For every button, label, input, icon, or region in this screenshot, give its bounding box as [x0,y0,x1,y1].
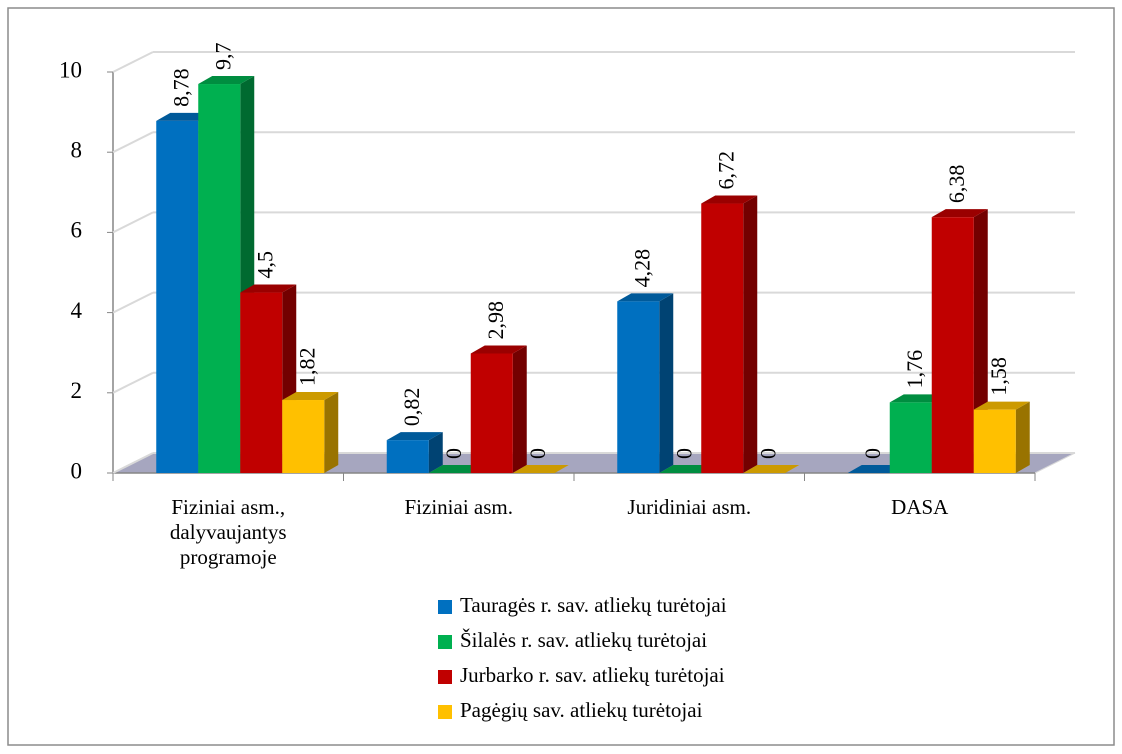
bar-side [324,392,339,473]
bar [973,409,1016,473]
value-label: 0 [441,448,466,459]
value-label: 0 [671,448,696,459]
bar [889,402,932,473]
bar [931,217,974,473]
y-tick-label: 0 [71,458,83,483]
bar [282,400,325,473]
legend-label: Tauragės r. sav. atliekų turėtojai [460,593,727,617]
bar-side [512,345,527,473]
y-tick-label: 10 [59,57,82,82]
bar-side [743,195,758,473]
bar [240,292,283,473]
grid-line [112,371,154,394]
bar-top [931,209,988,218]
y-tick-label: 4 [71,298,83,323]
value-label: 1,76 [902,350,927,389]
value-label: 0 [860,448,885,459]
grid-line [112,211,154,234]
x-tick-label: Fiziniai asm. [404,495,514,519]
value-label: 6,38 [944,165,969,204]
bar-top [282,392,339,401]
legend-label: Jurbarko r. sav. atliekų turėtojai [460,663,725,687]
value-label: 4,5 [252,251,277,279]
value-label: 8,78 [168,68,193,107]
grid-line [112,51,154,73]
y-tick-label: 2 [71,378,83,403]
x-tick-label: DASA [891,495,949,519]
bar-top [701,195,758,204]
bar-top [512,465,569,473]
bar-top [386,432,443,441]
bar-top [743,465,800,473]
legend-label: Pagėgių sav. atliekų turėtojai [460,698,703,722]
bar [198,84,241,473]
legend-swatch [438,670,452,684]
bar-top [470,345,527,354]
y-tick-label: 8 [71,137,83,162]
value-label: 2,98 [483,301,508,340]
value-label: 4,28 [629,249,654,288]
value-label: 1,82 [294,348,319,387]
value-label: 9,7 [210,43,235,71]
grid-line [112,131,154,154]
bar [386,440,429,473]
legend-swatch [438,705,452,719]
value-label: 0 [755,448,780,459]
bar [701,203,744,473]
value-label: 1,58 [986,357,1011,396]
bar-side [428,432,443,473]
bar-top [240,284,297,293]
y-tick-label: 6 [71,218,83,243]
bar [156,120,199,473]
x-tick-label: Juridiniai asm. [627,495,752,519]
bar [470,353,513,473]
bar-side [1015,401,1030,473]
bar-side [659,293,674,473]
value-label: 0,82 [399,388,424,427]
value-label: 6,72 [713,151,738,190]
x-tick-label: Fiziniai asm., dalyvaujantys programoje [169,495,287,569]
bar [617,301,660,473]
value-label: 0 [525,448,550,459]
grid-line [112,291,154,314]
legend-swatch [438,635,452,649]
grid-line [112,452,154,474]
bar-top [617,293,674,302]
bar-top [198,76,255,85]
bar-top [973,401,1030,410]
legend-label: Šilalės r. sav. atliekų turėtojai [460,628,707,652]
legend-swatch [438,600,452,614]
